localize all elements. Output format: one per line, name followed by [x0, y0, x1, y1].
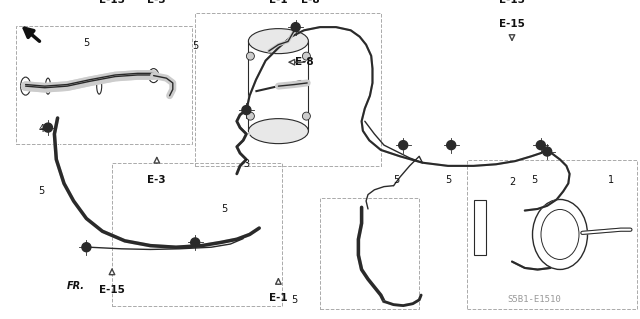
Ellipse shape: [248, 29, 308, 54]
Circle shape: [447, 141, 456, 150]
Text: 5: 5: [83, 38, 90, 48]
Bar: [248, 41, 308, 131]
Text: 3: 3: [243, 159, 250, 169]
Text: S5B1-E1510: S5B1-E1510: [508, 295, 561, 304]
Bar: [16, 26, 192, 144]
Circle shape: [191, 238, 200, 247]
Circle shape: [399, 141, 408, 150]
Bar: [467, 160, 637, 309]
Bar: [195, 13, 381, 166]
Circle shape: [291, 23, 300, 32]
Bar: [112, 163, 282, 306]
Text: E-3: E-3: [147, 0, 166, 5]
Text: 5: 5: [445, 175, 451, 185]
Text: E-3: E-3: [147, 175, 166, 185]
Circle shape: [246, 52, 254, 60]
Circle shape: [536, 141, 545, 150]
Ellipse shape: [248, 119, 308, 144]
Text: E-8: E-8: [301, 0, 320, 5]
Text: 2: 2: [509, 177, 515, 187]
Circle shape: [242, 106, 251, 115]
Circle shape: [543, 147, 552, 156]
Bar: [320, 198, 419, 309]
Text: E-8: E-8: [294, 57, 314, 67]
Text: 4: 4: [38, 124, 45, 134]
Text: 5: 5: [192, 41, 198, 51]
Text: 5: 5: [394, 175, 400, 185]
Text: E-1: E-1: [269, 293, 288, 303]
Circle shape: [44, 123, 52, 132]
Circle shape: [302, 112, 310, 120]
Circle shape: [302, 52, 310, 60]
Text: 5: 5: [531, 175, 538, 185]
Text: E-15: E-15: [499, 0, 525, 5]
Text: FR.: FR.: [67, 280, 85, 291]
Bar: [474, 200, 486, 255]
Circle shape: [246, 112, 254, 120]
Text: E-15: E-15: [99, 0, 125, 5]
Text: E-15: E-15: [99, 285, 125, 295]
Text: 1: 1: [608, 175, 614, 185]
Circle shape: [82, 243, 91, 252]
Text: 5: 5: [38, 186, 45, 197]
Text: E-1: E-1: [269, 0, 288, 5]
Text: 5: 5: [291, 295, 298, 305]
Text: E-15: E-15: [499, 19, 525, 29]
Text: 5: 5: [221, 204, 227, 214]
